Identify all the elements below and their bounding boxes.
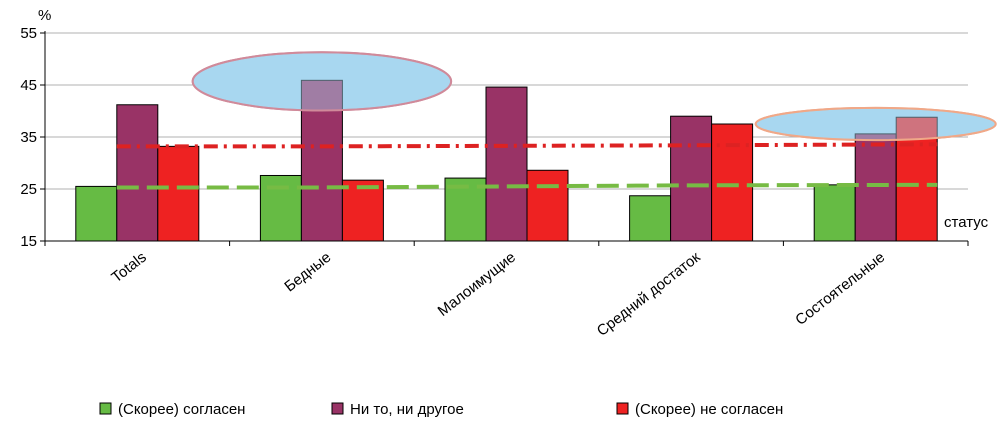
category-label-1: Бедные bbox=[281, 249, 334, 296]
bar-s2-c2 bbox=[526, 169, 569, 242]
highlight-overlay-1 bbox=[754, 106, 997, 142]
legend-swatch-2 bbox=[616, 402, 629, 415]
reference-lines bbox=[116, 142, 938, 190]
bar-s1-c3 bbox=[670, 115, 713, 242]
reference-line-1 bbox=[116, 142, 938, 149]
category-label-4: Состоятельные bbox=[792, 249, 888, 329]
x-axis-label: статус bbox=[944, 214, 989, 231]
y-tick-label-1: 25 bbox=[20, 181, 37, 198]
bar-s1-c4 bbox=[854, 133, 897, 242]
bars bbox=[75, 79, 938, 242]
legend-label-0: (Скорее) согласен bbox=[118, 401, 245, 418]
y-tick-label-0: 15 bbox=[20, 233, 37, 250]
legend-label-1: Ни то, ни другое bbox=[350, 401, 464, 418]
bar-s1-c2 bbox=[485, 86, 528, 242]
category-label-0: Totals bbox=[108, 249, 149, 287]
legend-swatch-0 bbox=[99, 402, 112, 415]
y-tick-label-3: 45 bbox=[20, 77, 37, 94]
legend: (Скорее) согласен Ни то, ни другое (Скорее… bbox=[99, 401, 783, 418]
legend-swatch-1 bbox=[331, 402, 344, 415]
bar-s0-c3 bbox=[629, 195, 672, 242]
y-tick-label-4: 55 bbox=[20, 25, 37, 42]
axes bbox=[40, 31, 969, 246]
y-axis-label: % bbox=[38, 7, 51, 24]
bar-s1-c0 bbox=[116, 104, 159, 242]
bar-s2-c3 bbox=[711, 123, 754, 242]
bar-s2-c0 bbox=[157, 145, 200, 242]
reference-line-0 bbox=[116, 182, 938, 190]
x-category-labels: Totals Бедные Малоимущие Средний достаток Со… bbox=[108, 248, 888, 339]
category-label-2: Малоимущие bbox=[435, 249, 519, 320]
bar-s0-c0 bbox=[75, 185, 118, 242]
y-tick-label-2: 35 bbox=[20, 129, 37, 146]
category-label-3: Средний достаток bbox=[594, 248, 704, 339]
y-tick-labels: 15 25 35 45 55 bbox=[20, 25, 37, 250]
highlight-overlays bbox=[191, 51, 997, 142]
bar-s1-c1 bbox=[300, 79, 343, 242]
bar-s0-c1 bbox=[259, 174, 302, 242]
bar-s0-c4 bbox=[813, 184, 856, 242]
highlight-overlay-0 bbox=[191, 51, 453, 112]
legend-label-2: (Скорее) не согласен bbox=[635, 401, 783, 418]
